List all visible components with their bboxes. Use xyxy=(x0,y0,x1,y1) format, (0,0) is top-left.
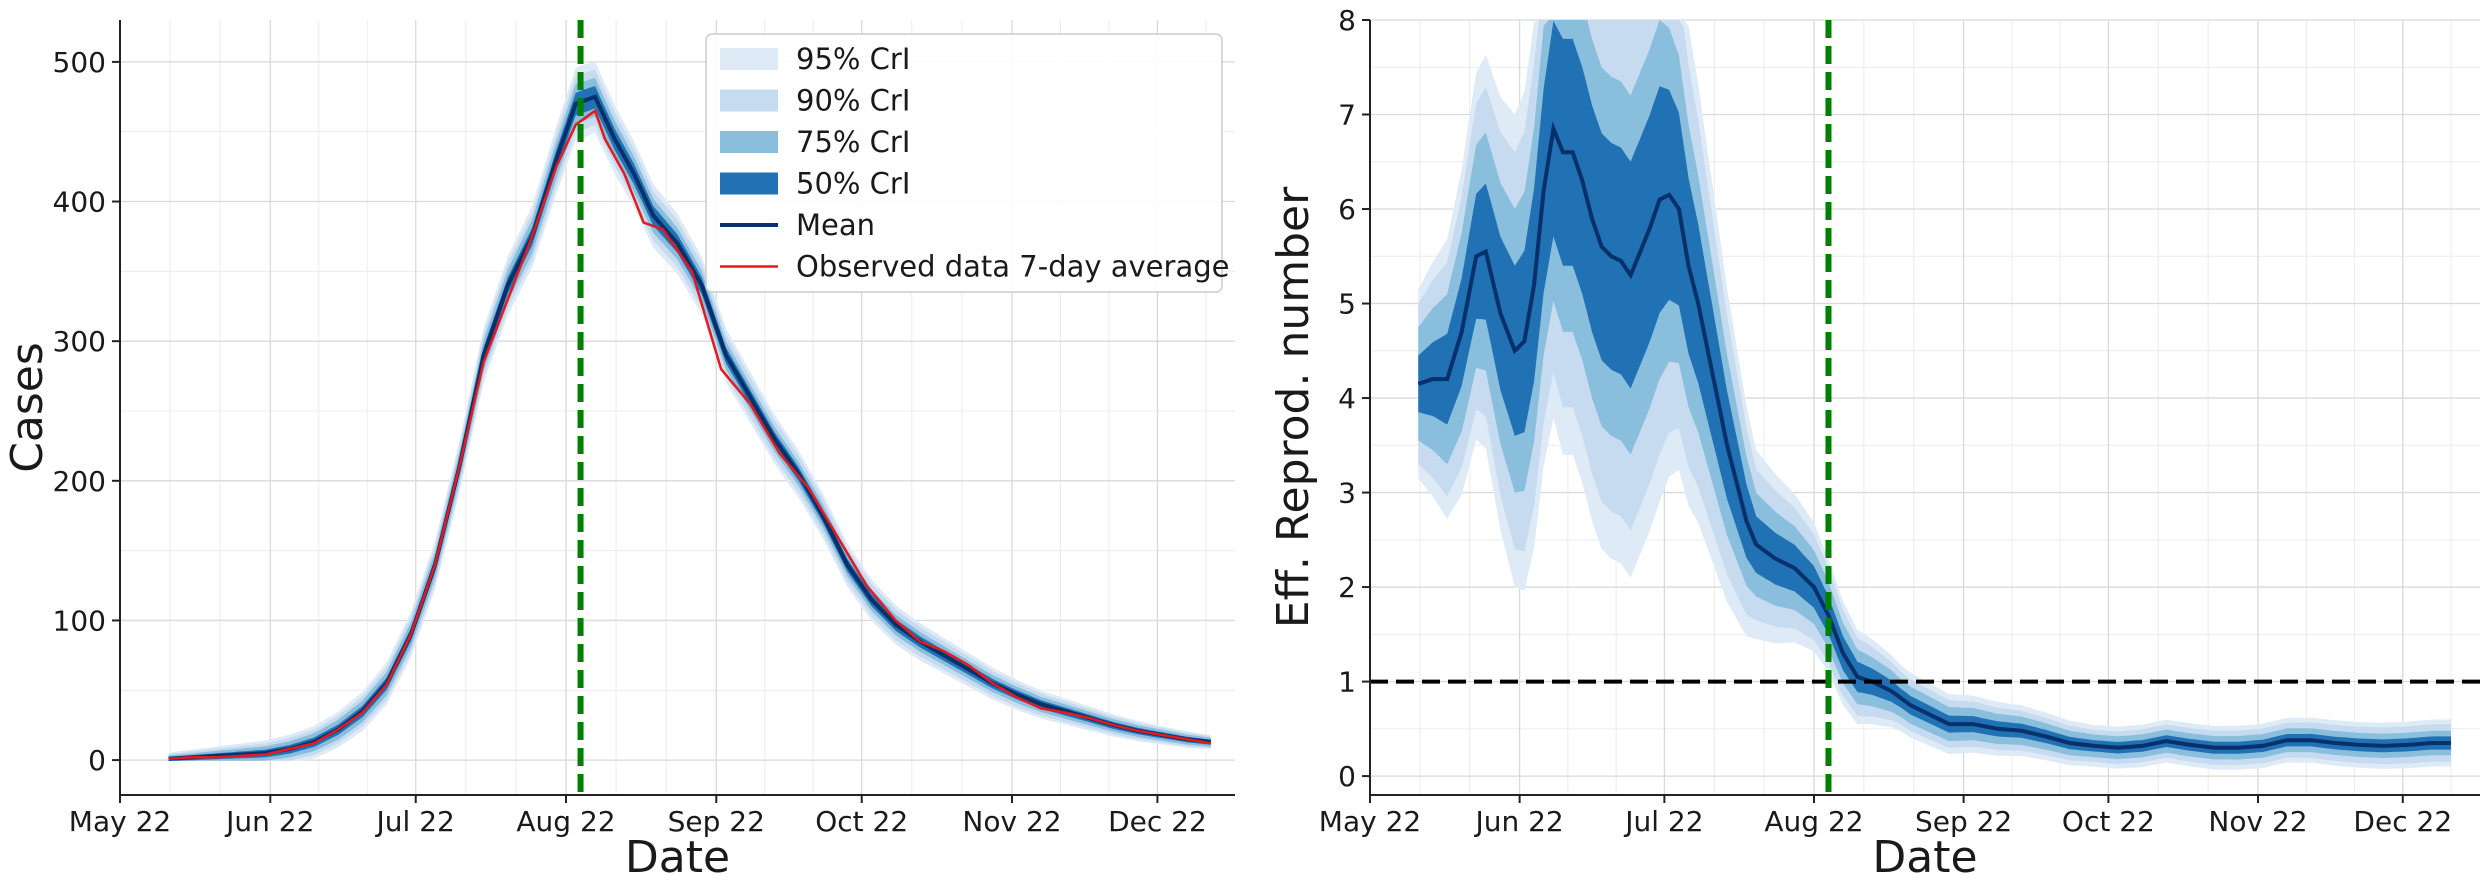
x-tick-label: Jun 22 xyxy=(224,805,314,838)
x-axis-title: Date xyxy=(625,832,730,883)
y-tick-label: 8 xyxy=(1338,4,1356,37)
y-axis-title: Cases xyxy=(2,342,53,473)
x-tick-label: Jul 22 xyxy=(1623,805,1703,838)
y-tick-label: 1 xyxy=(1338,666,1356,699)
y-tick-label: 4 xyxy=(1338,382,1356,415)
rt-panel: May 22 Jun 22 Jul 22 Aug 22 Sep 22 Oct 22 Nov … xyxy=(1268,4,2480,883)
rt-mean-line xyxy=(1417,121,2451,750)
y-axis-title: Eff. Reprod. number xyxy=(1268,186,1319,628)
y-tick-label: 5 xyxy=(1338,288,1356,321)
y-tick-label: 400 xyxy=(53,186,106,219)
x-tick-label: Nov 22 xyxy=(962,805,1061,838)
y-tick-label: 0 xyxy=(88,744,106,777)
x-tick-label: Aug 22 xyxy=(516,805,615,838)
legend-label: 90% CrI xyxy=(796,84,910,118)
x-tick-label: May 22 xyxy=(1319,805,1421,838)
y-tick-label: 200 xyxy=(53,465,106,498)
legend: 95% CrI 90% CrI 75% CrI 50% CrI Mean Observed… xyxy=(705,33,1229,293)
y-tick-label: 7 xyxy=(1338,99,1356,132)
x-tick-label: Oct 22 xyxy=(2062,805,2155,838)
x-tick-label: Sep 22 xyxy=(1915,805,2012,838)
x-tick-label: Jun 22 xyxy=(1473,805,1563,838)
legend-swatch xyxy=(720,89,778,112)
y-tick-label: 300 xyxy=(53,325,106,358)
ci-band-75 xyxy=(168,77,1211,761)
x-tick-label: May 22 xyxy=(69,805,171,838)
y-tick-label: 500 xyxy=(53,46,106,79)
cases-panel: May 22 Jun 22 Jul 22 Aug 22 Sep 22 Oct 22 Nov … xyxy=(2,20,1235,883)
legend-swatch xyxy=(720,48,778,70)
legend-frame xyxy=(705,33,1223,293)
legend-label: Observed data 7-day average xyxy=(796,250,1229,284)
legend-label: 95% CrI xyxy=(796,42,910,76)
x-tick-label: Jul 22 xyxy=(375,805,455,838)
x-tick-label: Sep 22 xyxy=(668,805,765,838)
y-tick-label: 2 xyxy=(1338,571,1356,604)
y-tick-label: 0 xyxy=(1338,760,1356,793)
legend-label: 50% CrI xyxy=(796,167,910,201)
y-tick-label: 6 xyxy=(1338,193,1356,226)
y-tick-label: 3 xyxy=(1338,477,1356,510)
legend-label: 75% CrI xyxy=(796,125,910,159)
legend-swatch xyxy=(720,131,778,153)
x-tick-label: Dec 22 xyxy=(1108,805,1207,838)
y-tick-label: 100 xyxy=(53,604,106,637)
x-tick-label: Nov 22 xyxy=(2208,805,2307,838)
legend-label: Mean xyxy=(796,208,875,242)
observed-line xyxy=(168,108,1212,760)
x-tick-label: Aug 22 xyxy=(1764,805,1863,838)
legend-swatch xyxy=(720,172,778,195)
x-axis-title: Date xyxy=(1872,832,1977,883)
x-tick-label: Dec 22 xyxy=(2353,805,2452,838)
x-tick-label: Oct 22 xyxy=(815,805,908,838)
